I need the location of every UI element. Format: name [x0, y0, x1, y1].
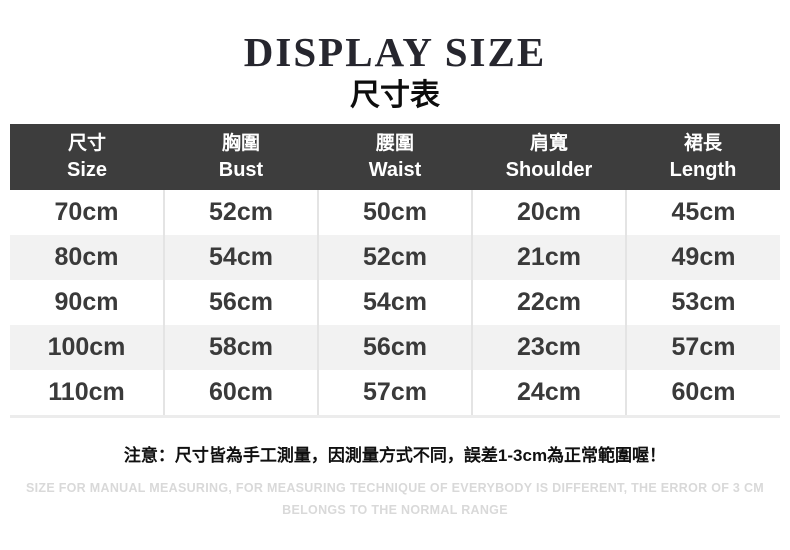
col-header-waist-en: Waist: [368, 158, 422, 181]
measurement-note-en-line1: SIZE FOR MANUAL MEASURING, FOR MEASURING…: [25, 480, 765, 495]
col-header-length-en: Length: [669, 158, 737, 181]
cell-length: 45cm: [625, 189, 780, 235]
col-header-size: 尺寸 Size: [10, 123, 164, 190]
cell-shoulder: 23cm: [471, 324, 626, 370]
cell-size: 110cm: [10, 369, 164, 418]
col-header-waist: 腰圍 Waist: [318, 123, 472, 190]
cell-shoulder: 20cm: [471, 189, 626, 235]
col-header-shoulder: 肩寬 Shoulder: [472, 123, 626, 190]
size-table: 尺寸 Size 胸圍 Bust 腰圍 Waist 肩寬 Shoulder 裙長: [10, 123, 780, 418]
table-row-size-100: 100cm 58cm 56cm 23cm 57cm: [10, 324, 780, 370]
cell-bust: 54cm: [163, 234, 318, 280]
cell-shoulder: 21cm: [471, 234, 626, 280]
cell-length: 60cm: [625, 369, 780, 418]
cell-shoulder: 22cm: [471, 279, 626, 325]
col-header-waist-zh: 腰圍: [375, 132, 414, 154]
size-table-body: 70cm 52cm 50cm 20cm 45cm 80cm 54cm 52cm …: [10, 189, 780, 418]
cell-bust: 52cm: [163, 189, 318, 235]
page-subtitle: 尺寸表: [350, 79, 440, 112]
cell-waist: 57cm: [317, 369, 472, 418]
table-row-size-110: 110cm 60cm 57cm 24cm 60cm: [10, 369, 780, 418]
cell-waist: 52cm: [317, 234, 472, 280]
page-title: DISPLAY SIZE: [243, 29, 547, 75]
cell-bust: 56cm: [163, 279, 318, 325]
col-header-bust-en: Bust: [218, 158, 264, 181]
table-row-size-70: 70cm 52cm 50cm 20cm 45cm: [10, 189, 780, 235]
cell-size: 70cm: [10, 189, 164, 235]
col-header-shoulder-en: Shoulder: [505, 158, 593, 181]
col-header-shoulder-zh: 肩寬: [529, 132, 568, 154]
col-header-length-zh: 裙長: [683, 132, 722, 154]
cell-bust: 60cm: [163, 369, 318, 418]
measurement-note-en-line2: BELONGS TO THE NORMAL RANGE: [282, 503, 508, 518]
size-chart-page: DISPLAY SIZE 尺寸表 尺寸 Size 胸圍 Bust 腰圍 Wais…: [0, 32, 790, 550]
size-table-header: 尺寸 Size 胸圍 Bust 腰圍 Waist 肩寬 Shoulder 裙長: [10, 123, 780, 190]
cell-length: 57cm: [625, 324, 780, 370]
col-header-bust-zh: 胸圍: [221, 132, 260, 154]
col-header-size-en: Size: [66, 158, 108, 181]
cell-size: 100cm: [10, 324, 164, 370]
cell-waist: 50cm: [317, 189, 472, 235]
cell-length: 49cm: [625, 234, 780, 280]
measurement-note-zh: 注意：尺寸皆為手工測量，因測量方式不同，誤差1-3cm為正常範圍喔！: [123, 445, 667, 465]
col-header-bust: 胸圍 Bust: [164, 123, 318, 190]
cell-length: 53cm: [625, 279, 780, 325]
cell-bust: 58cm: [163, 324, 318, 370]
cell-size: 80cm: [10, 234, 164, 280]
cell-waist: 56cm: [317, 324, 472, 370]
table-row-size-90: 90cm 56cm 54cm 22cm 53cm: [10, 279, 780, 325]
col-header-length: 裙長 Length: [626, 123, 780, 190]
cell-size: 90cm: [10, 279, 164, 325]
cell-shoulder: 24cm: [471, 369, 626, 418]
header-row: 尺寸 Size 胸圍 Bust 腰圍 Waist 肩寬 Shoulder 裙長: [10, 123, 780, 190]
cell-waist: 54cm: [317, 279, 472, 325]
table-row-size-80: 80cm 54cm 52cm 21cm 49cm: [10, 234, 780, 280]
col-header-size-zh: 尺寸: [67, 132, 106, 154]
